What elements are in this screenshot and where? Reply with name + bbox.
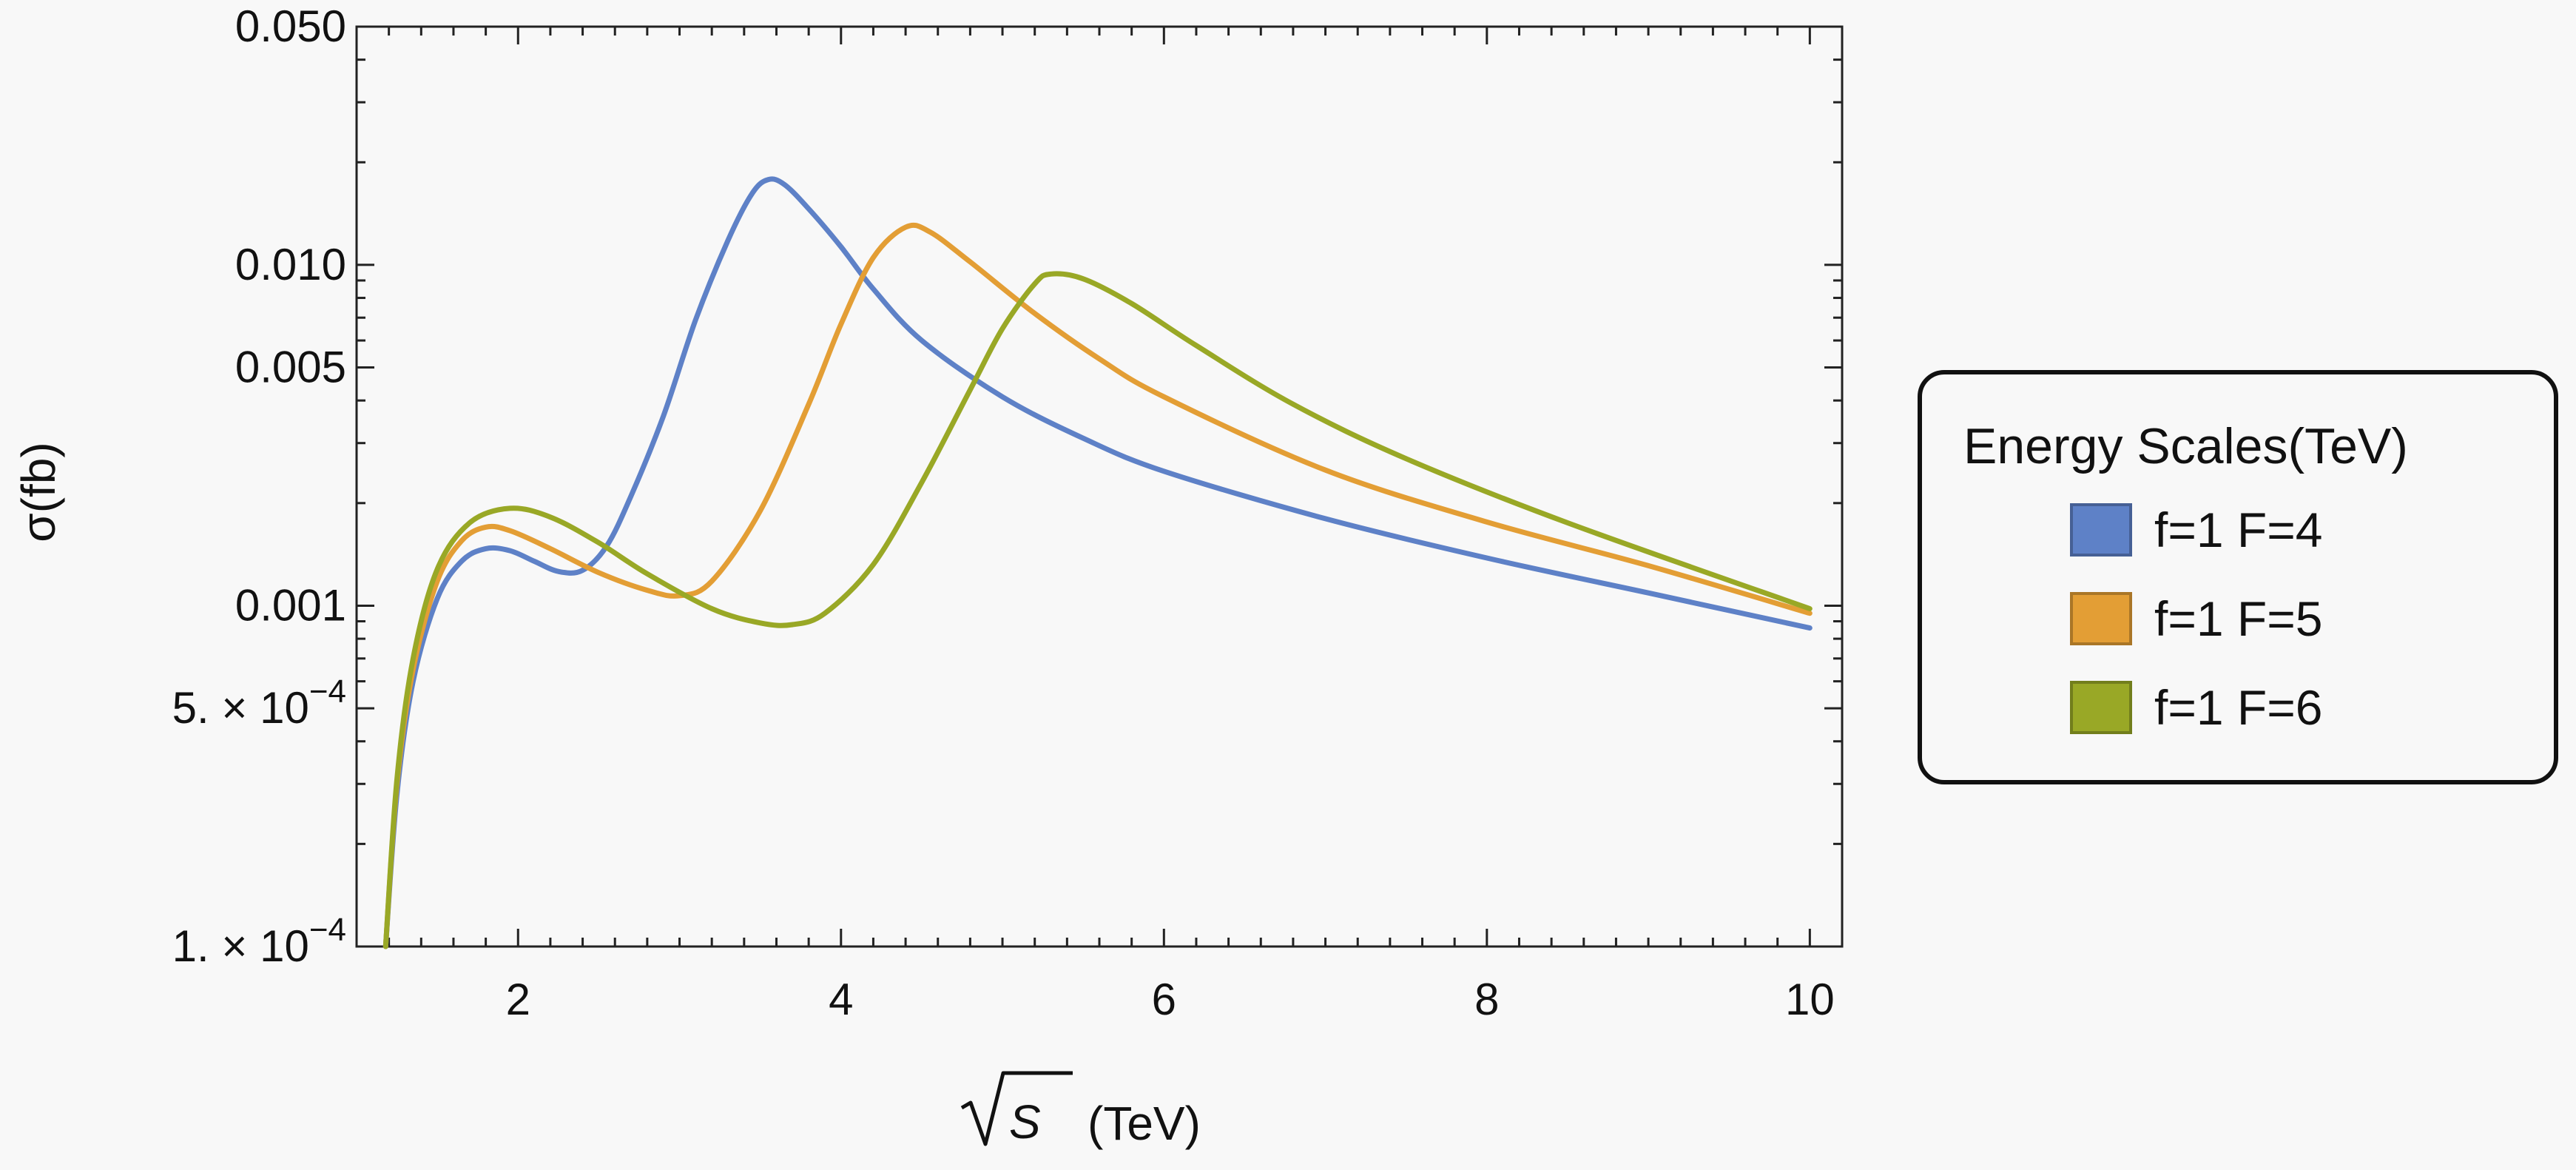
legend-label: f=1 F=5: [2154, 591, 2323, 646]
x-tick-label: 10: [1785, 975, 1835, 1024]
sqrt-symbol: [960, 1071, 1073, 1146]
y-tick-label: 0.050: [235, 1, 346, 51]
legend: Energy Scales(TeV) f=1 F=4 f=1 F=5 f=1 F…: [1918, 370, 2558, 784]
y-tick-label: 5. × 10−4: [172, 673, 346, 733]
series-line: [382, 222, 1813, 949]
x-axis-label: S (TeV): [960, 1071, 1201, 1150]
legend-label: f=1 F=6: [2154, 680, 2323, 735]
plot-frame: [355, 25, 1844, 948]
y-tick-label: 1. × 10−4: [172, 912, 346, 971]
x-axis-label-symbol: S: [1009, 1095, 1041, 1149]
y-tick-label: 0.005: [235, 343, 346, 392]
legend-label: f=1 F=4: [2154, 502, 2323, 557]
x-tick-label: 4: [829, 975, 853, 1024]
x-axis-label-unit: (TeV): [1088, 1097, 1201, 1150]
legend-swatch: [2070, 592, 2132, 645]
x-tick-label: 6: [1152, 975, 1176, 1024]
legend-item: f=1 F=4: [2070, 500, 2323, 559]
legend-item: f=1 F=6: [2070, 678, 2323, 737]
legend-item: f=1 F=5: [2070, 589, 2323, 648]
y-axis-label: σ(fb): [12, 442, 65, 542]
series-line: [382, 271, 1813, 949]
legend-swatch: [2070, 681, 2132, 734]
y-ticks: 1. × 10−4 5. × 10−4 0.001 0.005 0.010 0.050: [172, 1, 1842, 971]
y-tick-label: 0.010: [235, 240, 346, 289]
x-ticks: 2 4 6 8 10: [388, 27, 1835, 1024]
y-tick-label: 0.001: [235, 580, 346, 630]
legend-title: Energy Scales(TeV): [1963, 418, 2408, 474]
series-lines: [382, 176, 1813, 949]
x-tick-label: 8: [1474, 975, 1499, 1024]
series-line: [382, 176, 1813, 949]
x-tick-label: 2: [506, 975, 530, 1024]
legend-swatch: [2070, 503, 2132, 557]
